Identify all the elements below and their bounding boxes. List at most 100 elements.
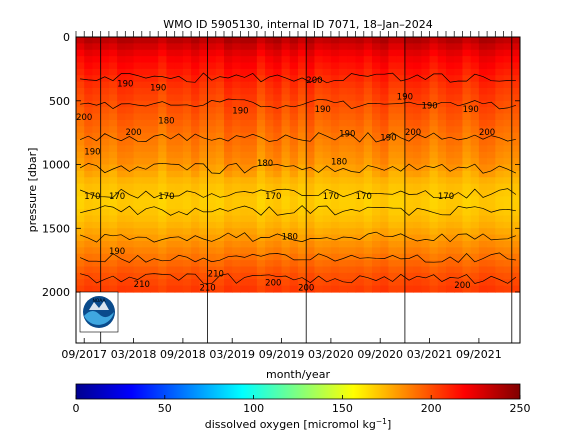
heatmap-cell [108, 139, 118, 146]
heatmap-cell [462, 247, 472, 255]
heatmap-cell [396, 177, 406, 185]
heatmap-cell [363, 241, 373, 248]
heatmap-cell [100, 94, 110, 102]
heatmap-cell [388, 139, 398, 146]
heatmap-cell [306, 228, 316, 236]
heatmap-cell [404, 62, 414, 70]
heatmap-cell [446, 183, 455, 191]
heatmap-cell [487, 56, 496, 64]
heatmap-cell [174, 75, 184, 83]
heatmap-cell [355, 209, 365, 217]
heatmap-cell [191, 62, 200, 70]
heatmap-cell [363, 126, 373, 134]
heatmap-cell [339, 170, 348, 178]
heatmap-cell [396, 107, 406, 115]
heatmap-cell [339, 260, 348, 268]
heatmap-cell [215, 272, 225, 280]
heatmap-cell [125, 37, 135, 44]
heatmap-cell [199, 253, 209, 261]
heatmap-cell [511, 234, 520, 242]
heatmap-cell [125, 241, 135, 248]
heatmap-cell [265, 196, 274, 204]
heatmap-cell [92, 37, 102, 44]
heatmap-cell [478, 177, 488, 185]
heatmap-cell [281, 260, 291, 268]
heatmap-cell [289, 43, 299, 51]
heatmap-cell [396, 190, 406, 197]
heatmap-cell [372, 56, 381, 64]
heatmap-cell [446, 215, 455, 223]
heatmap-cell [355, 215, 365, 223]
heatmap-cell [347, 266, 357, 274]
heatmap-cell [248, 75, 258, 83]
heatmap-cell [355, 113, 365, 121]
heatmap-cell [158, 43, 168, 51]
heatmap-cell [199, 151, 209, 159]
heatmap-cell [92, 215, 102, 223]
heatmap-cell [339, 247, 348, 255]
heatmap-cell [306, 107, 316, 115]
heatmap-cell [224, 164, 233, 172]
heatmap-cell [207, 119, 217, 127]
heatmap-cell [298, 196, 307, 204]
heatmap-cell [446, 221, 455, 229]
heatmap-cell [347, 215, 357, 223]
heatmap-cell [404, 43, 414, 51]
heatmap-cell [372, 228, 381, 236]
heatmap-cell [117, 94, 126, 102]
heatmap-cell [232, 285, 242, 293]
heatmap-cell [347, 234, 357, 242]
heatmap-cell [133, 126, 143, 134]
heatmap-cell [117, 37, 126, 44]
heatmap-cell [199, 94, 209, 102]
heatmap-cell [322, 43, 332, 51]
heatmap-cell [495, 113, 505, 121]
heatmap-cell [191, 94, 200, 102]
heatmap-cell [355, 279, 365, 287]
heatmap-cell [207, 81, 217, 89]
heatmap-cell [396, 260, 406, 268]
heatmap-cell [133, 49, 143, 57]
heatmap-cell [330, 279, 340, 287]
heatmap-cell [232, 100, 242, 108]
heatmap-cell [289, 164, 299, 172]
heatmap-cell [372, 196, 381, 204]
heatmap-cell [174, 215, 184, 223]
heatmap-cell [141, 75, 151, 83]
heatmap-cell [166, 62, 176, 70]
heatmap-cell [314, 177, 324, 185]
heatmap-cell [462, 209, 472, 217]
heatmap-cell [117, 209, 126, 217]
heatmap-cell [182, 285, 192, 293]
heatmap-cell [133, 100, 143, 108]
heatmap-cell [108, 190, 118, 197]
heatmap-cell [265, 145, 274, 153]
heatmap-cell [322, 209, 332, 217]
heatmap-cell [421, 68, 431, 76]
heatmap-cell [199, 202, 209, 210]
heatmap-cell [462, 107, 472, 115]
heatmap-cell [446, 247, 455, 255]
heatmap-cell [396, 88, 406, 95]
heatmap-cell [207, 75, 217, 83]
heatmap-cell [478, 215, 488, 223]
heatmap-cell [372, 94, 381, 102]
heatmap-cell [191, 158, 200, 166]
heatmap-cell [224, 285, 233, 293]
heatmap-cell [314, 145, 324, 153]
heatmap-cell [396, 56, 406, 64]
heatmap-cell [339, 209, 348, 217]
heatmap-cell [421, 88, 431, 95]
contour-label: 190 [380, 133, 396, 143]
heatmap-cell [339, 279, 348, 287]
heatmap-cell [150, 272, 159, 280]
heatmap-cell [388, 253, 398, 261]
heatmap-cell [388, 209, 398, 217]
heatmap-cell [322, 228, 332, 236]
heatmap-cell [363, 183, 373, 191]
heatmap-cell [396, 37, 406, 44]
heatmap-cell [421, 139, 431, 146]
heatmap-cell [339, 221, 348, 229]
heatmap-cell [133, 272, 143, 280]
heatmap-cell [84, 285, 94, 293]
